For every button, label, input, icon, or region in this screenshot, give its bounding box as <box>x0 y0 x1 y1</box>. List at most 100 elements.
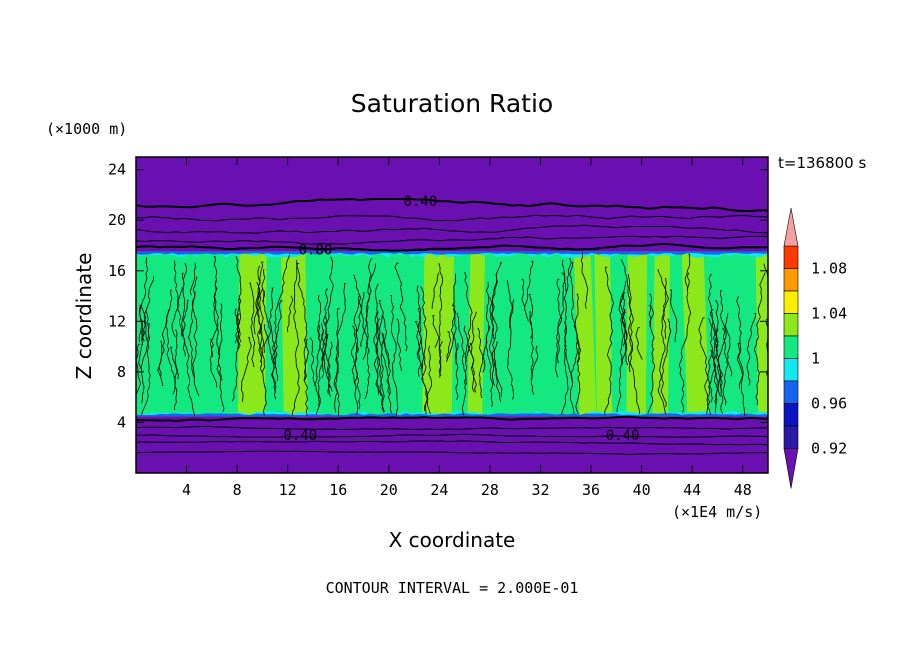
contour-line <box>355 292 365 353</box>
contour-line <box>335 283 346 416</box>
y-axis-ticks: 4 8 12 16 20 24 <box>108 161 768 431</box>
contour-line <box>296 259 310 381</box>
colorbar-band <box>783 335 799 359</box>
contour-line <box>604 266 615 416</box>
contour-line <box>477 327 486 373</box>
contour-line <box>521 278 526 308</box>
contour-line <box>136 440 768 446</box>
contour-line <box>136 197 768 212</box>
contour-line <box>488 296 503 398</box>
colorbar <box>783 207 799 489</box>
contour-label: 0.40 <box>404 194 438 210</box>
contour-line <box>554 272 566 378</box>
contour-line <box>493 341 502 403</box>
contour-line <box>257 288 265 373</box>
contour-line <box>416 285 431 415</box>
colorbar-top-triangle <box>783 207 799 247</box>
lime-streak <box>281 251 308 417</box>
chart-title: Saturation Ratio <box>351 89 553 118</box>
contour-line <box>446 331 452 360</box>
contour-line <box>182 299 189 357</box>
contour-line <box>620 259 634 373</box>
contour-line <box>140 304 147 342</box>
x-tick-label: 44 <box>683 481 701 499</box>
contour-line <box>209 339 218 388</box>
contour-line <box>524 260 534 322</box>
contour-line <box>170 346 179 380</box>
field-fill <box>136 157 768 473</box>
y-tick-label: 4 <box>117 413 126 431</box>
contour-line <box>453 303 457 365</box>
contour-line <box>616 295 625 413</box>
x-tick-label: 20 <box>380 481 398 499</box>
plot-area <box>136 157 768 473</box>
contour-line <box>452 273 457 307</box>
contour-line <box>268 287 276 365</box>
contour-line <box>136 242 768 252</box>
contour-line <box>136 433 768 438</box>
colorbar-label: 1.08 <box>811 260 847 278</box>
colorbar-band <box>783 380 799 404</box>
contour-line <box>580 252 589 309</box>
contour-line <box>234 298 240 344</box>
colorbar-band <box>783 425 799 449</box>
contour-line <box>189 262 196 296</box>
x-axis-ticks: 4 8 12 16 20 24 28 32 36 40 44 48 <box>182 157 752 499</box>
contour-line <box>171 272 185 338</box>
contour-line <box>231 308 241 402</box>
contour-line <box>317 294 322 340</box>
contour-line <box>485 282 493 407</box>
x-unit-label: (×1E4 m/s) <box>672 503 762 521</box>
contour-line <box>432 315 442 376</box>
contour-line <box>360 258 373 348</box>
contour-line <box>573 293 582 415</box>
contour-line <box>722 327 733 377</box>
x-tick-label: 48 <box>734 481 752 499</box>
contour-line <box>257 330 267 416</box>
colorbar-band <box>783 313 799 337</box>
colorbar-band <box>783 290 799 314</box>
x-axis-label: X coordinate <box>389 528 516 552</box>
contour-line <box>271 254 291 392</box>
contour-line <box>678 272 692 414</box>
lime-streak <box>755 251 768 417</box>
contour-line <box>698 317 710 414</box>
contour-lines <box>136 197 768 455</box>
contour-line <box>258 261 264 363</box>
y-tick-label: 16 <box>108 262 126 280</box>
contour-line <box>561 259 567 293</box>
contour-line <box>753 272 766 405</box>
contour-line <box>454 343 459 400</box>
contour-line <box>143 276 155 341</box>
contour-line <box>713 328 719 414</box>
contour-line <box>291 263 300 416</box>
time-label: t=136800 s <box>778 154 866 172</box>
contour-line <box>381 334 391 395</box>
contour-line <box>249 282 256 368</box>
lime-streak <box>422 251 455 417</box>
contour-line <box>240 337 252 402</box>
colorbar-band <box>783 268 799 292</box>
x-tick-label: 32 <box>531 481 549 499</box>
contour-line <box>351 325 358 391</box>
contour-line <box>717 290 727 391</box>
contour-line <box>322 288 329 326</box>
contour-line <box>456 313 467 386</box>
contour-line <box>353 274 371 400</box>
contour-line <box>136 425 768 431</box>
colorbar-band <box>783 358 799 382</box>
contour-line <box>662 278 669 339</box>
contour-line <box>381 315 390 365</box>
contour-interval-footer: CONTOUR INTERVAL = 2.000E-01 <box>326 579 579 597</box>
contour-line <box>381 332 392 414</box>
contour-line <box>556 278 563 364</box>
contour-line <box>478 325 491 399</box>
contour-line <box>446 305 456 363</box>
x-tick-label: 28 <box>481 481 499 499</box>
contour-line <box>463 325 469 363</box>
contour-labels: 0.40 0.80 0.40 0.40 <box>283 194 639 444</box>
contour-line <box>327 341 333 395</box>
y-tick-label: 24 <box>108 161 126 179</box>
contour-line <box>569 341 578 414</box>
contour-line <box>138 257 149 343</box>
